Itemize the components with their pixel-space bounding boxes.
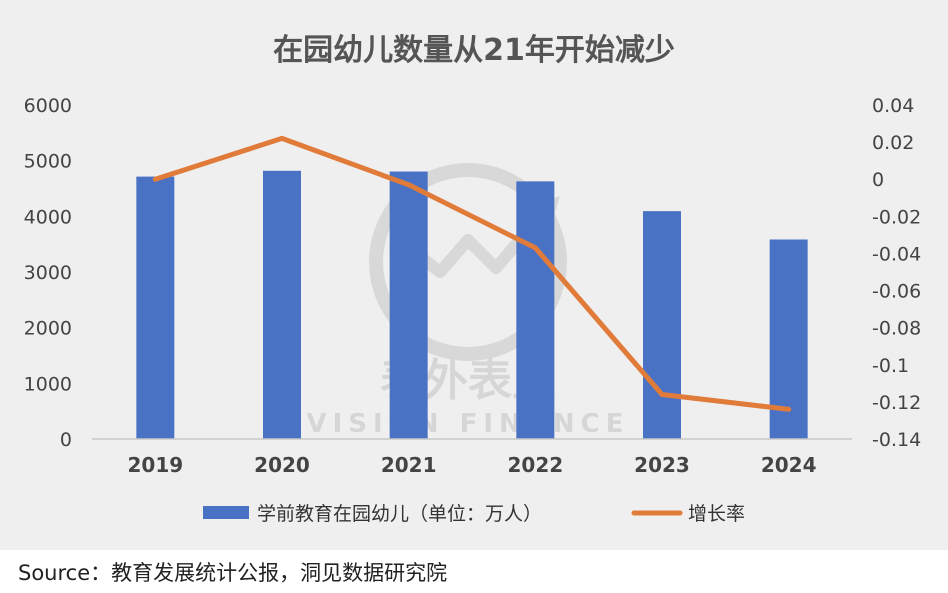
- growth-point-2019: [152, 176, 158, 182]
- left-tick-label: 4000: [24, 206, 72, 228]
- category-labels: 2019 2020 2021 2022 2023 2024: [127, 453, 816, 477]
- right-axis-ticks: -0.14 -0.12 -0.1 -0.08 -0.06 -0.04 -0.02 0 0.02 0…: [872, 95, 921, 451]
- growth-point-2024: [786, 406, 792, 412]
- right-tick-label: 0: [872, 169, 884, 191]
- right-tick-label: -0.1: [872, 355, 909, 377]
- bar-2022: [516, 181, 555, 439]
- left-tick-label: 1000: [24, 373, 72, 395]
- right-tick-label: -0.08: [872, 318, 921, 340]
- chart-title: 在园幼儿数量从21年开始减少: [273, 33, 675, 68]
- bar-2021: [389, 171, 428, 439]
- left-tick-label: 2000: [24, 318, 72, 340]
- category-label: 2023: [634, 453, 690, 477]
- right-tick-label: -0.04: [872, 243, 921, 265]
- right-tick-label: -0.02: [872, 206, 921, 228]
- right-tick-label: -0.14: [872, 429, 921, 451]
- category-label: 2020: [254, 453, 310, 477]
- bar-2023: [643, 211, 681, 439]
- bar-series: [136, 170, 808, 439]
- legend-label-line: 增长率: [688, 503, 745, 525]
- legend-label-bar: 学前教育在园幼儿（单位：万人）: [257, 503, 542, 525]
- left-axis-ticks: 0 1000 2000 3000 4000 5000 6000: [24, 95, 72, 451]
- left-tick-label: 0: [60, 429, 72, 451]
- chart-panel: 表外表里 VISION FINANCE 在园幼儿数量从21年开始减少 0 1000…: [0, 0, 948, 550]
- bar-2020: [263, 170, 301, 439]
- growth-rate-line: [152, 135, 792, 412]
- legend-swatch-bar: [203, 506, 249, 519]
- category-label: 2021: [381, 453, 437, 477]
- watermark-ring-icon: [369, 163, 567, 361]
- category-label: 2024: [761, 453, 817, 477]
- left-tick-label: 3000: [24, 262, 72, 284]
- source-note: Source：教育发展统计公报，洞见数据研究院: [18, 561, 448, 585]
- right-tick-label: -0.06: [872, 281, 921, 303]
- category-label: 2019: [127, 453, 183, 477]
- line-series: [152, 135, 792, 412]
- bar-2019: [136, 176, 175, 439]
- right-tick-label: 0.04: [872, 95, 914, 117]
- growth-point-2021: [406, 182, 412, 188]
- right-tick-label: 0.02: [872, 132, 914, 154]
- growth-point-2022: [532, 245, 538, 251]
- chart-svg: 表外表里 VISION FINANCE 在园幼儿数量从21年开始减少 01000…: [24, 33, 922, 525]
- left-tick-label: 6000: [24, 95, 72, 117]
- category-label: 2022: [507, 453, 563, 477]
- right-tick-label: -0.12: [872, 392, 921, 414]
- growth-point-2023: [659, 391, 665, 397]
- legend: 学前教育在园幼儿（单位：万人） 增长率: [203, 503, 745, 525]
- growth-point-2020: [279, 135, 285, 141]
- watermark-en: VISION FINANCE: [306, 409, 629, 439]
- left-tick-label: 5000: [24, 151, 72, 173]
